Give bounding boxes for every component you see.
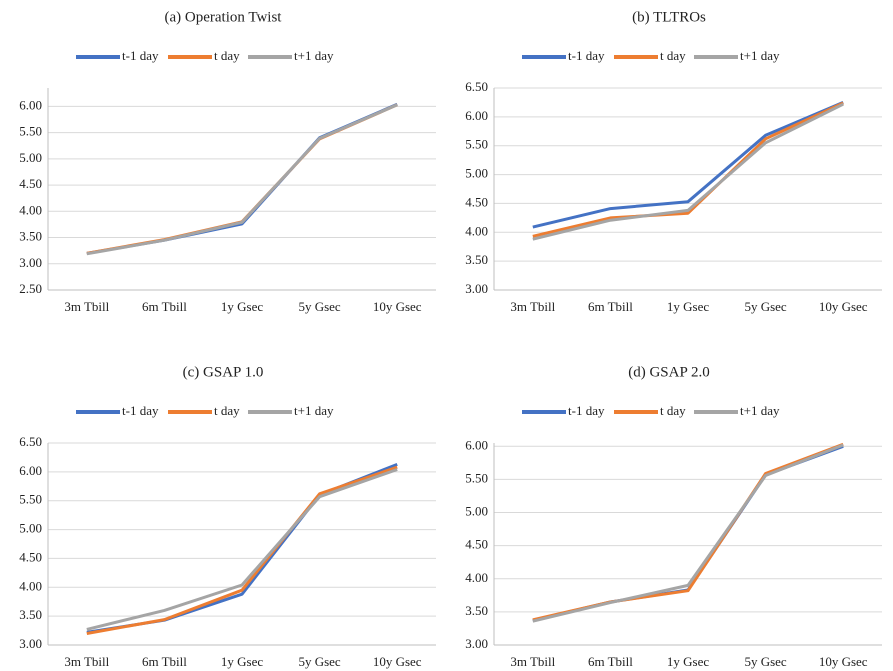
legend-label: t-1 day <box>122 403 159 418</box>
x-tick-label: 6m Tbill <box>142 299 187 314</box>
legend-label: t+1 day <box>740 48 780 63</box>
chart-panel: (d) GSAP 2.0 t-1 day t day t+1 day 3.00 3.50 4… <box>465 364 882 669</box>
y-tick-label: 5.00 <box>19 150 42 165</box>
chart-title: (d) GSAP 2.0 <box>628 364 710 380</box>
legend-label: t-1 day <box>122 48 159 63</box>
y-tick-label: 6.00 <box>465 108 488 123</box>
y-tick-label: 4.00 <box>19 578 42 593</box>
x-tick-label: 6m Tbill <box>588 654 633 669</box>
series-line <box>532 102 844 241</box>
y-tick-label: 5.00 <box>465 166 488 181</box>
x-tick-label: 3m Tbill <box>510 299 555 314</box>
y-tick-label: 4.00 <box>465 223 488 238</box>
x-tick-label: 10y Gsec <box>373 299 422 314</box>
x-tick-label: 3m Tbill <box>64 299 109 314</box>
legend-label: t day <box>214 48 240 63</box>
y-tick-label: 5.00 <box>465 504 488 519</box>
x-tick-label: 6m Tbill <box>142 654 187 669</box>
chart-panel: (b) TLTROs t-1 day t day t+1 day 3.00 3.50 4.0… <box>465 9 882 314</box>
y-tick-label: 3.00 <box>465 281 488 296</box>
y-tick-label: 5.50 <box>465 470 488 485</box>
y-tick-label: 3.50 <box>465 252 488 267</box>
y-tick-label: 3.00 <box>19 636 42 651</box>
y-tick-label: 3.50 <box>465 603 488 618</box>
x-tick-label: 3m Tbill <box>64 654 109 669</box>
y-tick-label: 5.00 <box>19 521 42 536</box>
x-tick-label: 5y Gsec <box>744 654 786 669</box>
chart-title: (c) GSAP 1.0 <box>183 364 264 380</box>
y-tick-label: 3.50 <box>19 229 42 244</box>
x-tick-label: 1y Gsec <box>221 654 263 669</box>
y-tick-label: 4.50 <box>19 176 42 191</box>
y-tick-label: 5.50 <box>465 137 488 152</box>
y-tick-label: 4.00 <box>465 570 488 585</box>
series-line <box>86 103 398 255</box>
chart-title: (b) TLTROs <box>632 9 706 25</box>
series-line <box>532 442 844 622</box>
x-tick-label: 3m Tbill <box>510 654 555 669</box>
series-line <box>86 468 398 631</box>
y-tick-label: 2.50 <box>19 281 42 296</box>
x-tick-label: 1y Gsec <box>667 299 709 314</box>
legend-label: t day <box>660 403 686 418</box>
x-tick-label: 10y Gsec <box>373 654 422 669</box>
series-line <box>532 101 844 238</box>
y-tick-label: 4.00 <box>19 202 42 217</box>
y-tick-label: 4.50 <box>19 549 42 564</box>
y-tick-label: 3.00 <box>19 255 42 270</box>
y-tick-label: 3.00 <box>465 636 488 651</box>
y-tick-label: 6.00 <box>465 437 488 452</box>
x-tick-label: 10y Gsec <box>819 299 868 314</box>
series-line <box>86 103 398 256</box>
legend-label: t+1 day <box>740 403 780 418</box>
y-tick-label: 6.50 <box>465 79 488 94</box>
chart-panel: (a) Operation Twist t-1 day t day t+1 day 2.… <box>19 9 436 314</box>
y-tick-label: 5.50 <box>19 124 42 139</box>
chart-panel: (c) GSAP 1.0 t-1 day t day t+1 day 3.00 3.50 4… <box>19 364 436 669</box>
series-line <box>532 443 844 623</box>
series-line <box>532 444 844 622</box>
series-line <box>86 463 398 634</box>
legend-label: t day <box>214 403 240 418</box>
y-tick-label: 3.50 <box>19 607 42 622</box>
y-tick-label: 6.00 <box>19 463 42 478</box>
legend-label: t day <box>660 48 686 63</box>
legend-label: t+1 day <box>294 403 334 418</box>
y-tick-label: 6.00 <box>19 97 42 112</box>
series-line <box>532 101 844 229</box>
y-tick-label: 6.50 <box>19 434 42 449</box>
x-tick-label: 5y Gsec <box>298 654 340 669</box>
legend-label: t-1 day <box>568 48 605 63</box>
x-tick-label: 1y Gsec <box>221 299 263 314</box>
legend-label: t+1 day <box>294 48 334 63</box>
x-tick-label: 5y Gsec <box>298 299 340 314</box>
y-tick-label: 4.50 <box>465 537 488 552</box>
x-tick-label: 6m Tbill <box>588 299 633 314</box>
x-tick-label: 10y Gsec <box>819 654 868 669</box>
x-tick-label: 5y Gsec <box>744 299 786 314</box>
legend-label: t-1 day <box>568 403 605 418</box>
y-tick-label: 5.50 <box>19 492 42 507</box>
y-tick-label: 4.50 <box>465 194 488 209</box>
x-tick-label: 1y Gsec <box>667 654 709 669</box>
series-line <box>86 465 398 635</box>
chart-title: (a) Operation Twist <box>165 9 283 25</box>
